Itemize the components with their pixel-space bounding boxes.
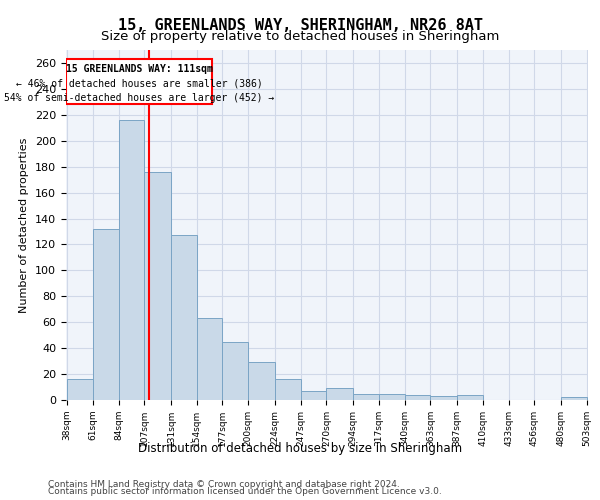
Bar — [379, 394, 404, 400]
Text: Distribution of detached houses by size in Sheringham: Distribution of detached houses by size … — [138, 442, 462, 455]
Text: Contains public sector information licensed under the Open Government Licence v3: Contains public sector information licen… — [48, 487, 442, 496]
Bar — [404, 395, 430, 400]
Text: 15, GREENLANDS WAY, SHERINGHAM, NR26 8AT: 15, GREENLANDS WAY, SHERINGHAM, NR26 8AT — [118, 18, 482, 32]
Bar — [457, 395, 483, 400]
Text: ← 46% of detached houses are smaller (386): ← 46% of detached houses are smaller (38… — [16, 78, 263, 88]
Text: Contains HM Land Registry data © Crown copyright and database right 2024.: Contains HM Land Registry data © Crown c… — [48, 480, 400, 489]
Bar — [353, 394, 379, 400]
Bar — [561, 398, 587, 400]
Text: 54% of semi-detached houses are larger (452) →: 54% of semi-detached houses are larger (… — [4, 93, 274, 103]
Bar — [326, 388, 353, 400]
Bar — [223, 342, 248, 400]
Bar — [144, 172, 171, 400]
Bar — [171, 236, 197, 400]
Text: 15 GREENLANDS WAY: 111sqm: 15 GREENLANDS WAY: 111sqm — [66, 64, 212, 74]
Bar — [301, 391, 326, 400]
Y-axis label: Number of detached properties: Number of detached properties — [19, 138, 29, 312]
Bar — [197, 318, 223, 400]
Bar — [248, 362, 275, 400]
Text: Size of property relative to detached houses in Sheringham: Size of property relative to detached ho… — [101, 30, 499, 43]
FancyBboxPatch shape — [66, 59, 212, 104]
Bar — [67, 380, 93, 400]
Bar — [93, 229, 119, 400]
Bar — [430, 396, 457, 400]
Bar — [119, 120, 144, 400]
Bar — [275, 380, 301, 400]
